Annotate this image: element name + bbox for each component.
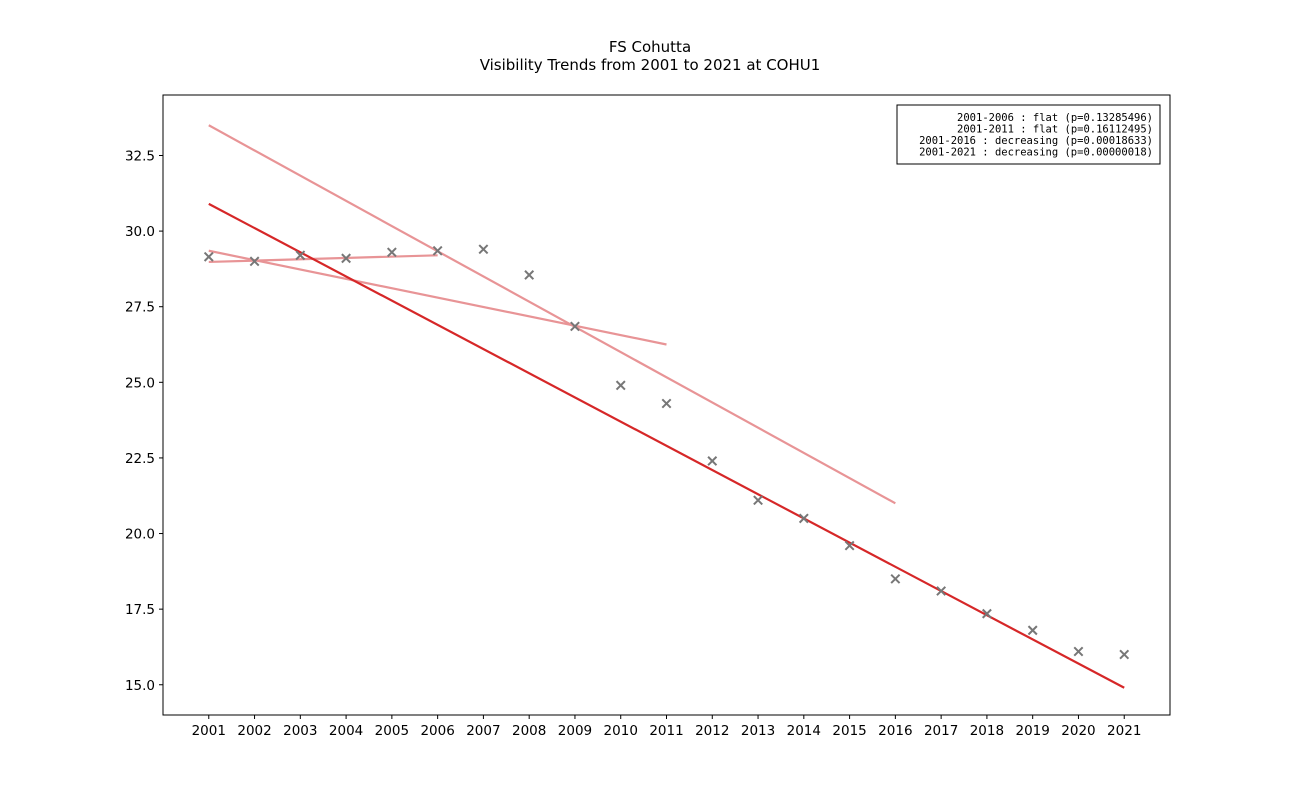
x-tick-label: 2006 (420, 723, 454, 739)
x-tick-label: 2009 (558, 723, 592, 739)
y-tick-label: 17.5 (125, 602, 155, 618)
x-tick-label: 2015 (832, 723, 866, 739)
legend: 2001-2006 : flat (p=0.13285496) 2001-201… (896, 104, 1161, 165)
y-tick-label: 25.0 (125, 375, 155, 391)
chart-subtitle: Visibility Trends from 2001 to 2021 at C… (480, 56, 821, 74)
data-point-2003 (295, 250, 306, 261)
trend-line-2001-2021 (208, 202, 1125, 689)
data-point-2008 (524, 270, 535, 280)
data-point-2006 (432, 245, 443, 256)
x-tick-label: 2010 (604, 723, 638, 739)
x-tick-label: 2018 (970, 723, 1004, 739)
data-point-2004 (341, 253, 351, 264)
data-point-2002 (249, 256, 260, 267)
data-point-2020 (1073, 646, 1084, 657)
data-point-2016 (890, 573, 901, 584)
data-point-2013 (753, 495, 763, 506)
legend-box (896, 104, 1161, 165)
plot-frame (162, 94, 1171, 716)
data-point-2015 (844, 540, 855, 551)
y-tick-label: 22.5 (125, 451, 155, 467)
y-tick-label: 30.0 (125, 224, 155, 240)
legend-entry-2001-2006: 2001-2006 : flat (p=0.13285496) (957, 112, 1153, 124)
data-points (203, 244, 1130, 660)
legend-entry-2001-2016: 2001-2016 : decreasing (p=0.00018633) (919, 135, 1153, 147)
data-point-2018 (982, 608, 992, 619)
x-tick-label: 2007 (466, 723, 500, 739)
trend-line-2001-2006 (208, 254, 438, 264)
data-point-2005 (386, 247, 397, 258)
x-tick-label: 2003 (283, 723, 317, 739)
legend-entry-2001-2011: 2001-2011 : flat (p=0.16112495) (957, 124, 1153, 136)
y-tick-label: 20.0 (125, 527, 155, 543)
data-point-2001 (203, 251, 214, 262)
data-point-2012 (707, 456, 718, 466)
x-tick-label: 2004 (329, 723, 363, 739)
trend-lines (208, 124, 1125, 689)
x-tick-label: 2002 (237, 723, 271, 739)
x-tick-label: 2019 (1016, 723, 1050, 739)
x-tick-label: 2011 (649, 723, 683, 739)
data-point-2021 (1119, 649, 1130, 660)
x-tick-label: 2014 (787, 723, 821, 739)
data-point-2014 (798, 513, 809, 524)
x-tick-label: 2013 (741, 723, 775, 739)
data-point-2011 (661, 398, 672, 409)
y-tick-label: 15.0 (125, 678, 155, 694)
data-point-2019 (1027, 625, 1038, 636)
x-tick-label: 2016 (878, 723, 912, 739)
trend-line-2001-2016 (208, 124, 896, 505)
y-tick-label: 27.5 (125, 300, 155, 316)
data-point-2009 (570, 321, 580, 332)
data-point-2010 (615, 380, 626, 391)
y-axis-ticks: 15.0 17.5 20.0 22.5 25.0 27.5 30.0 32.5 (125, 148, 163, 694)
x-tick-label: 2017 (924, 723, 958, 739)
x-tick-label: 2008 (512, 723, 546, 739)
x-tick-label: 2021 (1107, 723, 1141, 739)
x-tick-label: 2012 (695, 723, 729, 739)
x-tick-label: 2005 (375, 723, 409, 739)
chart-title: FS Cohutta (609, 38, 691, 56)
trend-line-2001-2011 (208, 249, 667, 346)
y-tick-label: 32.5 (125, 148, 155, 164)
x-tick-label: 2001 (192, 723, 226, 739)
data-point-2007 (478, 244, 489, 255)
x-axis-ticks: 2001 2002 2003 2004 2005 2006 2007 2008 2009 2010… (192, 715, 1141, 739)
data-point-2017 (936, 586, 947, 596)
legend-entry-2001-2021: 2001-2021 : decreasing (p=0.00000018) (919, 147, 1153, 159)
x-tick-label: 2020 (1061, 723, 1095, 739)
